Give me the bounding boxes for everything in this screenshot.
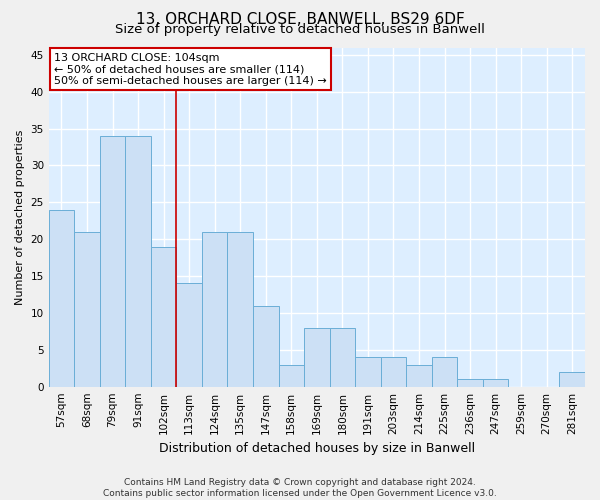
Bar xyxy=(329,328,355,386)
Text: Contains HM Land Registry data © Crown copyright and database right 2024.
Contai: Contains HM Land Registry data © Crown c… xyxy=(103,478,497,498)
Text: Size of property relative to detached houses in Banwell: Size of property relative to detached ho… xyxy=(115,22,485,36)
Bar xyxy=(253,306,278,386)
Bar xyxy=(304,328,329,386)
Bar xyxy=(74,232,100,386)
Y-axis label: Number of detached properties: Number of detached properties xyxy=(15,130,25,305)
Bar xyxy=(406,364,432,386)
Bar xyxy=(49,210,74,386)
Bar xyxy=(151,246,176,386)
Bar xyxy=(125,136,151,386)
Text: 13, ORCHARD CLOSE, BANWELL, BS29 6DF: 13, ORCHARD CLOSE, BANWELL, BS29 6DF xyxy=(136,12,464,28)
Bar xyxy=(355,357,380,386)
Bar xyxy=(202,232,227,386)
X-axis label: Distribution of detached houses by size in Banwell: Distribution of detached houses by size … xyxy=(159,442,475,455)
Text: 13 ORCHARD CLOSE: 104sqm
← 50% of detached houses are smaller (114)
50% of semi-: 13 ORCHARD CLOSE: 104sqm ← 50% of detach… xyxy=(54,52,327,86)
Bar xyxy=(457,380,483,386)
Bar xyxy=(432,357,457,386)
Bar xyxy=(483,380,508,386)
Bar xyxy=(176,284,202,387)
Bar xyxy=(278,364,304,386)
Bar xyxy=(227,232,253,386)
Bar xyxy=(380,357,406,386)
Bar xyxy=(100,136,125,386)
Bar xyxy=(559,372,585,386)
